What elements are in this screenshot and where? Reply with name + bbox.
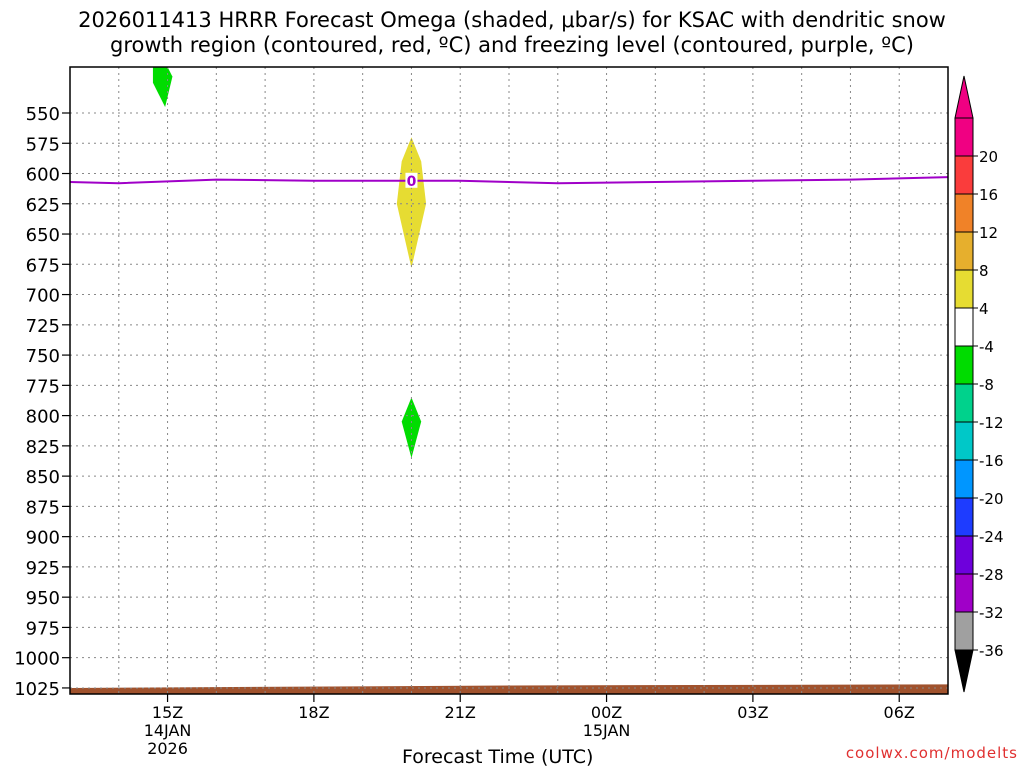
y-tick-label: 850 xyxy=(26,467,60,488)
freezing-level-line xyxy=(69,176,949,185)
y-tick-label: 925 xyxy=(26,558,60,579)
colorbar-label: -8 xyxy=(979,376,994,394)
colorbar-swatch xyxy=(954,421,974,461)
colorbar-label: 12 xyxy=(979,224,998,242)
y-tick-label: 600 xyxy=(26,165,60,186)
y-tick-label: 1025 xyxy=(14,679,60,700)
terrain-area xyxy=(70,684,948,694)
y-tick-label: 1000 xyxy=(14,649,60,670)
x-tick-label: 00Z xyxy=(591,703,622,722)
colorbar-label: 16 xyxy=(979,186,998,204)
y-tick-label: 750 xyxy=(26,346,60,367)
x-tick-label: 18Z xyxy=(298,703,329,722)
y-tick-label: 800 xyxy=(26,407,60,428)
y-tick-label: 575 xyxy=(26,134,60,155)
colorbar-under-arrow xyxy=(954,649,974,693)
title-line-2: growth region (contoured, red, ºC) and f… xyxy=(110,33,914,57)
colorbar-swatch xyxy=(954,269,974,309)
colorbar-swatch xyxy=(954,231,974,271)
y-tick-label: 875 xyxy=(26,497,60,518)
colorbar-swatch xyxy=(954,611,974,651)
freezing-level-layer: 0 xyxy=(69,172,949,190)
terrain-layer xyxy=(70,684,948,694)
x-tick-date: 15JAN xyxy=(583,721,631,740)
colorbar-swatch xyxy=(954,535,974,575)
x-tick-label: 03Z xyxy=(737,703,768,722)
colorbar-label: -20 xyxy=(979,490,1004,508)
chart-title: 2026011413 HRRR Forecast Omega (shaded, … xyxy=(0,8,1024,58)
title-line-1: 2026011413 HRRR Forecast Omega (shaded, … xyxy=(78,8,946,32)
colorbar-label: -32 xyxy=(979,604,1004,622)
colorbar-swatch xyxy=(954,497,974,537)
plot-frame xyxy=(69,66,949,695)
x-tick-date: 14JAN xyxy=(144,721,192,740)
x-axis-label: Forecast Time (UTC) xyxy=(402,746,594,768)
colorbar-label: -16 xyxy=(979,452,1004,470)
colorbar-swatch xyxy=(954,307,974,347)
omega-area-green-top xyxy=(152,67,173,107)
y-tick-label: 975 xyxy=(26,618,60,639)
x-tick-label: 15Z xyxy=(152,703,183,722)
colorbar-swatch xyxy=(954,155,974,195)
colorbar-swatch xyxy=(954,345,974,385)
colorbar-label: 8 xyxy=(979,262,989,280)
colorbar-label: -12 xyxy=(979,414,1004,432)
watermark: coolwx.com/modelts xyxy=(845,744,1018,762)
colorbar-label: 4 xyxy=(979,300,989,318)
y-tick-label: 550 xyxy=(26,104,60,125)
freezing-level-label-bg xyxy=(405,172,418,188)
colorbar-swatch xyxy=(954,459,974,499)
y-tick-label: 650 xyxy=(26,225,60,246)
y-tick-label: 675 xyxy=(26,255,60,276)
y-tick-label: 725 xyxy=(26,316,60,337)
colorbar-swatch xyxy=(954,573,974,613)
colorbar-label: -28 xyxy=(979,566,1004,584)
y-tick-label: 625 xyxy=(26,195,60,216)
colorbar-swatch xyxy=(954,117,974,157)
y-tick-label: 900 xyxy=(26,528,60,549)
x-tick-label: 21Z xyxy=(445,703,476,722)
colorbar-label: -4 xyxy=(979,338,994,356)
y-tick-label: 775 xyxy=(26,376,60,397)
omega-area-yellow-mid xyxy=(396,137,427,268)
y-tick-label: 825 xyxy=(26,437,60,458)
colorbar-swatch xyxy=(954,383,974,423)
x-tick-year: 2026 xyxy=(147,739,188,758)
grid-layer xyxy=(70,67,948,694)
colorbar-label: -24 xyxy=(979,528,1004,546)
omega-shading-layer xyxy=(152,67,427,458)
colorbar-over-arrow xyxy=(954,75,974,119)
colorbar-label: -36 xyxy=(979,642,1004,660)
y-tick-label: 950 xyxy=(26,588,60,609)
y-tick-label: 700 xyxy=(26,286,60,307)
freezing-level-label: 0 xyxy=(407,174,417,190)
colorbar-swatch xyxy=(954,193,974,233)
colorbar-label: 20 xyxy=(979,148,998,166)
x-tick-label: 06Z xyxy=(884,703,915,722)
y-axis: 550 575 600 625 650 675 700 725 750 775 800 825 850 8… xyxy=(14,104,70,700)
colorbar: -36 -32 -28 -24 -20 -16 -12 -8 -4 4 8 12 16 20 xyxy=(954,75,1004,693)
